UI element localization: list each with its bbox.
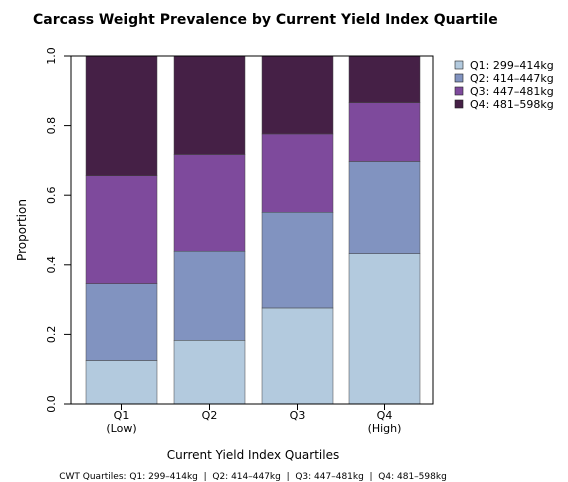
bar-segment-q3-s4: [261, 55, 334, 135]
legend-swatch: [454, 86, 464, 96]
x-tick-label: Q1: [114, 409, 130, 422]
legend-swatch: [454, 99, 464, 109]
legend-label: Q4: 481–598kg: [470, 98, 554, 111]
y-tick-label: 1.0: [45, 47, 58, 65]
legend-label: Q2: 414–447kg: [470, 72, 554, 85]
bar-segment-q1-s2: [85, 283, 158, 361]
x-tick-label: Q2: [202, 409, 218, 422]
y-tick-label: 0.6: [45, 186, 58, 204]
y-axis: 0.0 0.2 0.4 0.6 0.8 1.0: [45, 47, 71, 413]
bar-segment-q4-s3: [348, 102, 421, 162]
legend-label: Q1: 299–414kg: [470, 59, 554, 72]
bar-segment-q2-s2: [173, 250, 246, 341]
y-tick-label: 0.2: [45, 326, 58, 344]
bars-group: [85, 55, 421, 405]
legend-label: Q3: 447–481kg: [470, 85, 554, 98]
y-tick-label: 0.8: [45, 117, 58, 135]
bar-segment-q3-s2: [261, 212, 334, 309]
plot-frame: [70, 55, 434, 405]
x-axis-label: Current Yield Index Quartiles: [167, 448, 339, 462]
legend-swatch: [454, 60, 464, 70]
bar-segment-q1-s1: [85, 360, 158, 405]
bar-segment-q3-s1: [261, 307, 334, 405]
x-tick-sublabel: (High): [368, 422, 402, 435]
x-tick-label: Q4: [377, 409, 393, 422]
x-tick-label: Q3: [290, 409, 306, 422]
legend-swatch: [454, 73, 464, 83]
bar-segment-q1-s3: [85, 175, 158, 284]
bar-segment-q4-s1: [348, 253, 421, 405]
chart-caption: CWT Quartiles: Q1: 299–414kg | Q2: 414–4…: [59, 472, 447, 482]
bar-segment-q1-s4: [85, 55, 158, 176]
bar-segment-q2-s1: [173, 340, 246, 405]
bar-segment-q4-s4: [348, 55, 421, 103]
chart-title: Carcass Weight Prevalence by Current Yie…: [33, 12, 498, 28]
bar-segment-q2-s3: [173, 154, 246, 252]
x-tick-sublabel: (Low): [106, 422, 136, 435]
bar-segment-q2-s4: [173, 55, 246, 155]
y-tick-label: 0.4: [45, 256, 58, 274]
y-tick-label: 0.0: [45, 395, 58, 413]
x-axis: Q1(Low) Q2 Q3 Q4(High): [106, 404, 401, 435]
y-axis-label: Proportion: [15, 199, 29, 261]
bar-segment-q3-s3: [261, 133, 334, 213]
bar-segment-q4-s2: [348, 161, 421, 254]
